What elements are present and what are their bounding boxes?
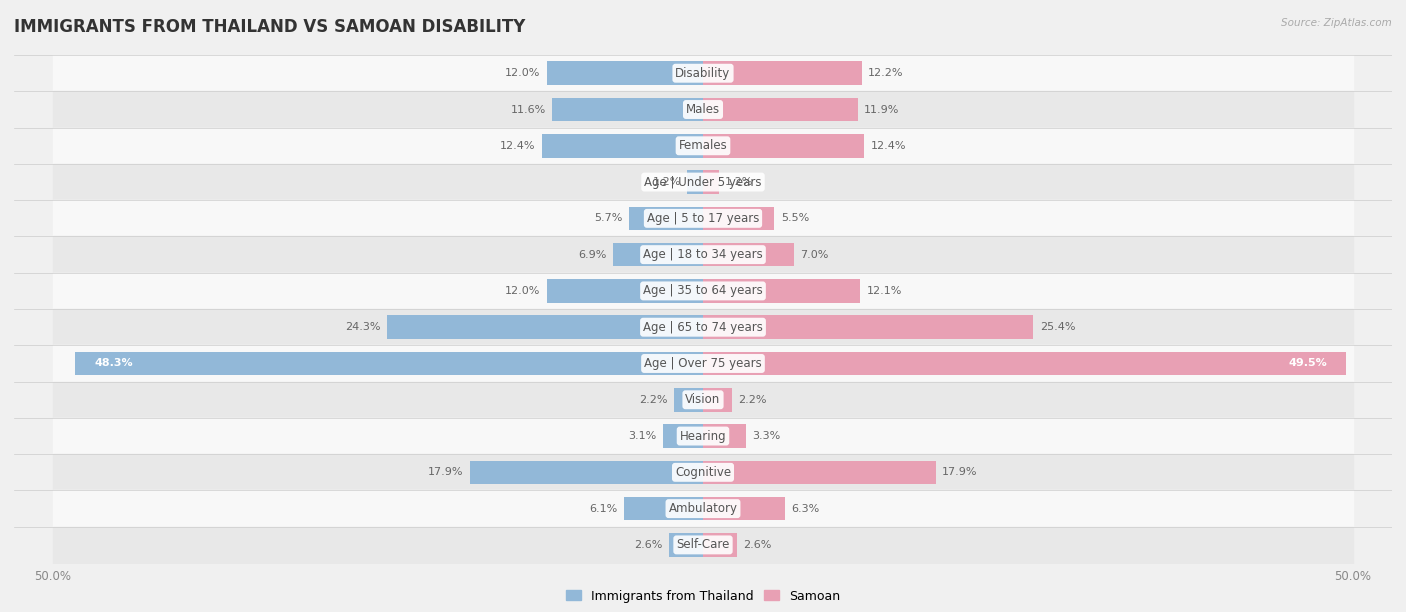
Text: Age | 18 to 34 years: Age | 18 to 34 years [643,248,763,261]
Text: 5.7%: 5.7% [593,214,623,223]
Text: 12.4%: 12.4% [499,141,536,151]
Text: 2.2%: 2.2% [640,395,668,405]
Text: Vision: Vision [685,394,721,406]
Bar [703,388,731,411]
Bar [703,134,865,157]
Bar [703,207,775,230]
Bar [613,243,703,266]
Text: 2.2%: 2.2% [738,395,766,405]
Bar [703,279,860,303]
Bar [471,461,703,484]
Text: Source: ZipAtlas.com: Source: ZipAtlas.com [1281,18,1392,28]
Bar [675,388,703,411]
Text: IMMIGRANTS FROM THAILAND VS SAMOAN DISABILITY: IMMIGRANTS FROM THAILAND VS SAMOAN DISAB… [14,18,526,36]
Bar [669,533,703,557]
Text: Males: Males [686,103,720,116]
Text: 17.9%: 17.9% [429,468,464,477]
Text: 6.3%: 6.3% [792,504,820,513]
Text: 7.0%: 7.0% [800,250,830,259]
Text: 49.5%: 49.5% [1288,359,1327,368]
Text: 2.6%: 2.6% [744,540,772,550]
Bar [628,207,703,230]
Text: Cognitive: Cognitive [675,466,731,479]
Text: Hearing: Hearing [679,430,727,442]
Bar [387,315,703,339]
Text: 24.3%: 24.3% [344,322,381,332]
Bar [703,352,1347,375]
Text: Age | Over 75 years: Age | Over 75 years [644,357,762,370]
Text: Age | Under 5 years: Age | Under 5 years [644,176,762,188]
Text: 2.6%: 2.6% [634,540,662,550]
Text: 12.2%: 12.2% [868,68,904,78]
Bar [703,497,785,520]
Text: 17.9%: 17.9% [942,468,977,477]
Bar [662,424,703,448]
Text: Age | 35 to 64 years: Age | 35 to 64 years [643,285,763,297]
Text: 3.1%: 3.1% [628,431,657,441]
Text: Females: Females [679,140,727,152]
Bar [703,315,1033,339]
Bar [703,170,718,194]
Text: Age | 5 to 17 years: Age | 5 to 17 years [647,212,759,225]
Bar [688,170,703,194]
Text: 3.3%: 3.3% [752,431,780,441]
Bar [541,134,703,157]
Text: Age | 65 to 74 years: Age | 65 to 74 years [643,321,763,334]
Text: 11.6%: 11.6% [510,105,546,114]
Bar [703,243,794,266]
Text: Disability: Disability [675,67,731,80]
Bar [547,61,703,85]
Text: 1.2%: 1.2% [652,177,681,187]
Bar [553,98,703,121]
Text: Ambulatory: Ambulatory [668,502,738,515]
Bar [703,98,858,121]
Text: 48.3%: 48.3% [94,359,134,368]
Bar [703,461,935,484]
Text: 1.2%: 1.2% [725,177,754,187]
Bar [75,352,703,375]
Text: 6.1%: 6.1% [589,504,617,513]
Bar [703,424,747,448]
Text: 25.4%: 25.4% [1039,322,1076,332]
Bar [703,61,862,85]
Legend: Immigrants from Thailand, Samoan: Immigrants from Thailand, Samoan [561,584,845,608]
Text: 6.9%: 6.9% [578,250,607,259]
Text: 11.9%: 11.9% [865,105,900,114]
Text: Self-Care: Self-Care [676,539,730,551]
Bar [624,497,703,520]
Text: 12.1%: 12.1% [866,286,903,296]
Text: 5.5%: 5.5% [780,214,810,223]
Text: 12.0%: 12.0% [505,68,540,78]
Text: 12.4%: 12.4% [870,141,907,151]
Bar [703,533,737,557]
Bar [547,279,703,303]
Text: 12.0%: 12.0% [505,286,540,296]
